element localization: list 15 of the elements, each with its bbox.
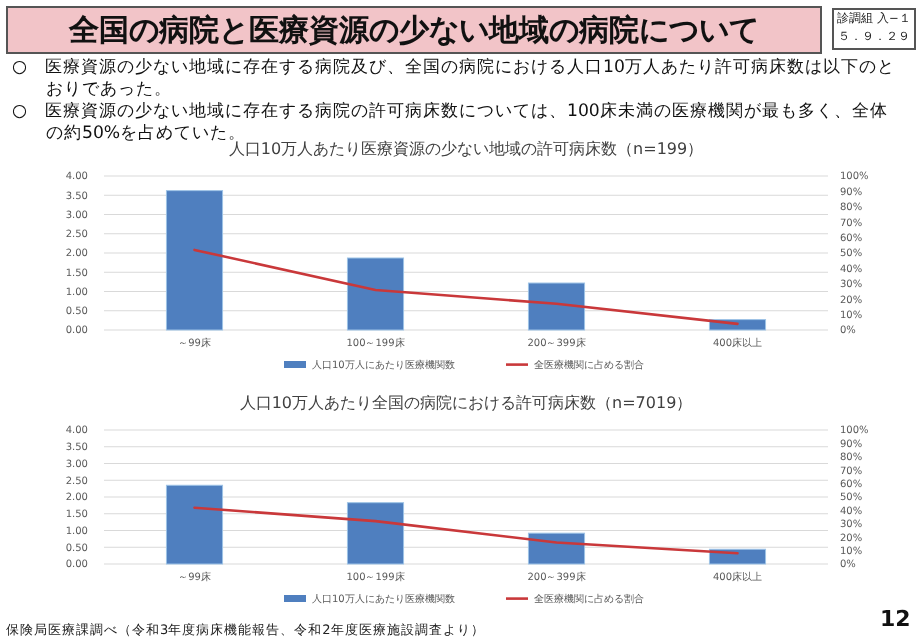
text: ○ 医療資源の少ない地域に存在する病院及び、全国の病院における人口10万人あたり許可病床数は以下のとおりであった。 (12, 58, 897, 100)
bar (527, 282, 586, 331)
text: ○ 医療資源の少ない地域に存在する病院の許可病床数については、100床未満の医療機関が最も多く、全体の約50%を占めていた。 (12, 102, 890, 143)
bar (165, 190, 224, 331)
line-series (193, 506, 739, 555)
chart-title: 人口10万人あたり全国の病院における許可病床数（n=7019） (239, 394, 693, 412)
line-series (193, 248, 739, 326)
chart-title: 人口10万人あたり医療資源の少ない地域の許可病床数（n=199） (228, 140, 704, 158)
bar (527, 532, 586, 565)
text: 12 (880, 606, 911, 632)
bar (346, 257, 405, 331)
bar (165, 484, 224, 565)
bar (346, 502, 405, 565)
bar (708, 548, 767, 565)
text: 全国の病院と医療資源の少ない地域の病院について (6, 8, 822, 52)
